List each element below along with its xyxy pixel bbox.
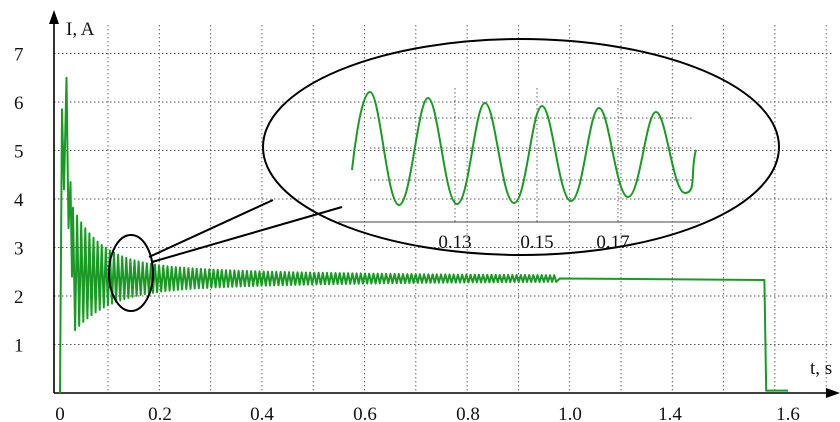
x-tick-label: 0.2 (148, 404, 172, 422)
inset-plot: 0.13 0.15 0.17 (338, 88, 700, 253)
y-tick-label: 2 (14, 287, 24, 308)
x-axis-arrow (826, 388, 840, 398)
x-tick-labels: 0 0.2 0.4 0.6 0.8 1.0 1.4 1.6 (55, 404, 800, 422)
y-tick-label: 5 (14, 142, 24, 163)
x-axis-title: t, s (810, 358, 832, 379)
x-tick-label: 0.8 (456, 404, 480, 422)
y-tick-label: 7 (14, 45, 24, 66)
inset-grid (370, 88, 692, 223)
x-tick-label: 0 (55, 404, 65, 422)
y-tick-label: 6 (14, 93, 24, 114)
inset-x-tick-label: 0.13 (438, 232, 471, 253)
inset-series-line (351, 91, 697, 206)
zoom-connector-lower (151, 206, 343, 263)
x-tick-label: 0.6 (353, 404, 377, 422)
inset-x-tick-label: 0.15 (520, 232, 553, 253)
inset-ellipse (262, 38, 780, 256)
y-tick-labels: 1 2 3 4 5 6 7 (14, 45, 24, 357)
x-tick-label: 0.4 (250, 404, 274, 422)
zoom-connector-upper (148, 199, 274, 258)
zoom-circle (108, 234, 154, 312)
axes (49, 10, 840, 398)
y-tick-label: 4 (14, 190, 24, 211)
y-axis-arrow (49, 10, 59, 24)
y-tick-label: 1 (14, 336, 24, 357)
inset-x-tick-label: 0.17 (596, 232, 629, 253)
x-tick-label: 1.0 (558, 404, 582, 422)
y-axis-title: I, A (66, 19, 95, 40)
series-line-current (59, 76, 788, 394)
x-tick-label: 1.4 (658, 404, 682, 422)
inset-x-tick-labels: 0.13 0.15 0.17 (438, 232, 629, 253)
x-tick-label: 1.6 (776, 404, 800, 422)
y-tick-label: 3 (14, 239, 24, 260)
grid-lines (54, 25, 834, 393)
